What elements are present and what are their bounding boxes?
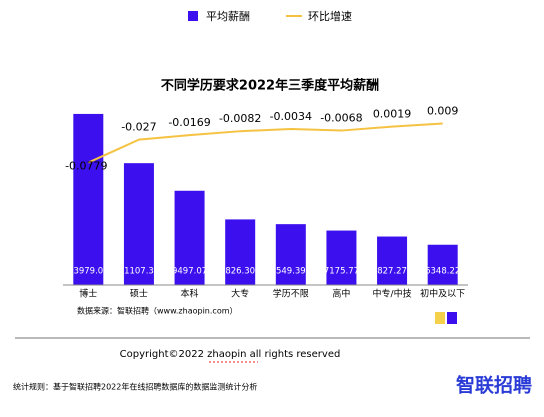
- x-tick-label: 硕士: [130, 288, 148, 300]
- line-value-label: -0.0169: [168, 116, 210, 129]
- line: [87, 122, 443, 164]
- line-value-label: 0.0019: [373, 108, 412, 121]
- source: 数据来源：智联招聘（www.zhaopin.com）: [77, 306, 238, 316]
- x-tick-label: 高中: [332, 288, 350, 300]
- bar-value-label: 13979.01: [68, 267, 109, 277]
- bar: [123, 163, 154, 285]
- x-tick-label: 大专: [231, 288, 249, 300]
- bar: [427, 244, 458, 285]
- x-tick-label: 中专/中技: [373, 288, 412, 300]
- line-value-label: -0.0779: [65, 160, 107, 173]
- line-value-label: -0.027: [121, 121, 156, 134]
- chart-title: 不同学历要求2022年三季度平均薪酬: [161, 78, 379, 94]
- bar-value-label: 6827.273: [372, 267, 413, 277]
- legend-swatch: [188, 11, 198, 21]
- icon: [435, 312, 445, 324]
- copyright: Copyright©2022 zhaopin all rights reserv…: [120, 349, 341, 360]
- footer: 统计规则：基于智联招聘2022年在线招聘数据库的数据监测统计分析: [13, 382, 257, 392]
- x-tick-label: 学历不限: [273, 288, 309, 300]
- line-value-label: -0.0082: [219, 112, 261, 125]
- bar-value-label: 9497.07: [172, 267, 207, 277]
- line-value-label: 0.009: [427, 104, 459, 117]
- legend-label: 环比增速: [308, 9, 352, 23]
- bar: [225, 219, 256, 285]
- x-tick-label: 博士: [79, 288, 97, 300]
- bar-value-label: 7549.394: [271, 267, 312, 277]
- bar-value-label: 6348.22: [425, 267, 460, 277]
- x-tick-label: 初中及以下: [420, 288, 465, 300]
- bar: [275, 224, 306, 285]
- icon: [447, 312, 457, 324]
- bar-value-label: 7826.307: [220, 267, 261, 277]
- bar: [377, 236, 408, 285]
- logo: 智联招聘: [456, 374, 532, 397]
- bar: [73, 113, 104, 285]
- bar-value-label: 7175.77: [324, 267, 359, 277]
- line-value-label: -0.0034: [270, 110, 312, 123]
- legend-label: 平均薪酬: [206, 10, 250, 23]
- bar: [174, 190, 205, 285]
- bar-value-label: 11107.31: [119, 267, 160, 277]
- bar: [326, 230, 357, 285]
- line-value-label: -0.0068: [320, 112, 362, 125]
- x-tick-label: 本科: [181, 288, 199, 300]
